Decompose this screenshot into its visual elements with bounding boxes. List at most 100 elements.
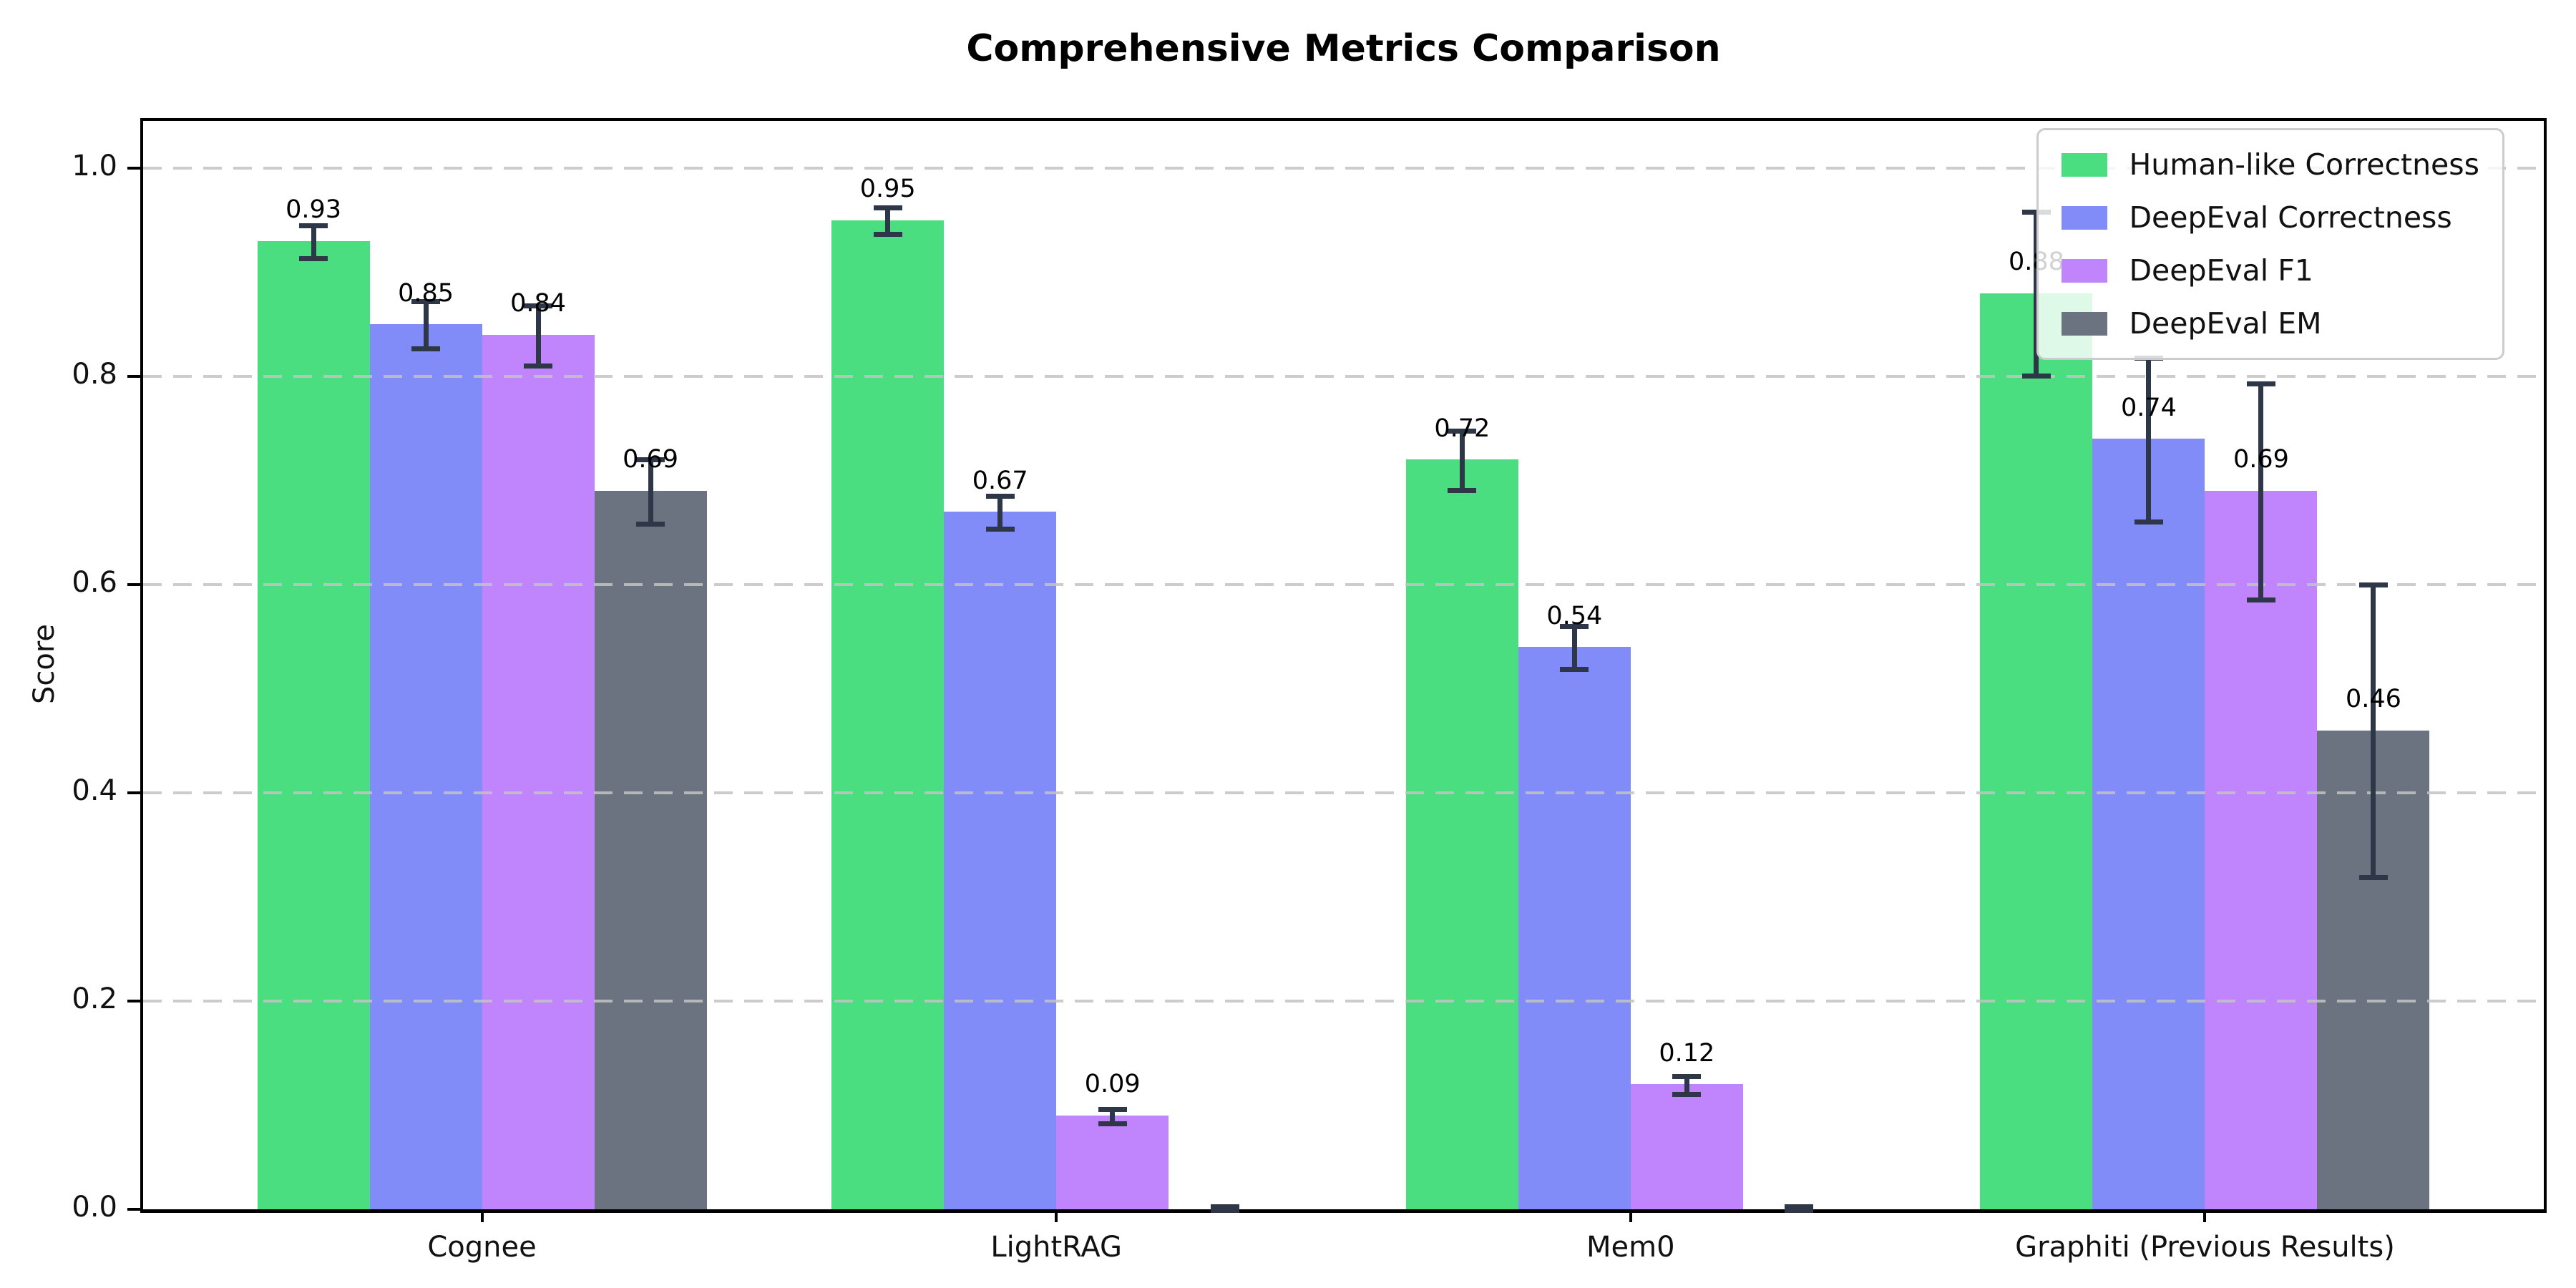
- error-bar-cap-top: [1098, 1107, 1127, 1113]
- legend-label: DeepEval EM: [2129, 306, 2322, 341]
- error-bar-cap-bottom: [2246, 597, 2275, 602]
- error-bar-cap-top: [1785, 1204, 1814, 1209]
- error-bar-cap-bottom: [1448, 488, 1477, 494]
- error-bar-cap-top: [299, 223, 328, 229]
- legend-label: DeepEval Correctness: [2129, 200, 2452, 235]
- error-bar-cap-top: [985, 494, 1015, 499]
- y-axis-tick: [127, 375, 140, 378]
- legend-item: DeepEval Correctness: [2062, 200, 2479, 235]
- y-tick-label: 0.8: [72, 358, 117, 391]
- bar: [831, 220, 945, 1209]
- value-label: 0.54: [1546, 601, 1603, 630]
- bar: [1056, 1116, 1169, 1209]
- legend-item: DeepEval EM: [2062, 306, 2479, 341]
- gridline: [143, 375, 2544, 378]
- chart-title: Comprehensive Metrics Comparison: [966, 27, 1721, 70]
- legend-item: DeepEval F1: [2062, 253, 2479, 288]
- error-bar: [2146, 357, 2152, 522]
- error-bar-cap-bottom: [299, 255, 328, 261]
- error-bar-cap-top: [2021, 210, 2051, 215]
- error-bar-cap-bottom: [1560, 667, 1589, 673]
- error-bar-cap-top: [873, 205, 902, 211]
- error-bar: [648, 459, 653, 525]
- value-label: 0.74: [2120, 393, 2177, 422]
- error-bar: [311, 225, 316, 259]
- gridline: [143, 1000, 2544, 1002]
- legend-swatch-icon: [2062, 258, 2108, 283]
- legend-swatch-icon: [2062, 152, 2108, 177]
- gridline: [143, 583, 2544, 586]
- bar: [1518, 647, 1631, 1209]
- x-axis-tick: [1055, 1209, 1058, 1222]
- y-axis-tick: [127, 1000, 140, 1002]
- x-tick-label: Cognee: [427, 1231, 537, 1264]
- error-bar-cap-bottom: [2021, 374, 2051, 379]
- error-bar-cap-bottom: [2134, 519, 2163, 525]
- bar: [2092, 439, 2205, 1209]
- error-bar-cap-bottom: [1210, 1208, 1239, 1213]
- legend-item: Human-like Correctness: [2062, 147, 2479, 182]
- bar: [257, 240, 370, 1209]
- y-tick-label: 0.0: [72, 1191, 117, 1224]
- error-bar-cap-bottom: [411, 346, 441, 352]
- y-axis-tick: [127, 791, 140, 794]
- y-tick-label: 0.6: [72, 566, 117, 599]
- error-bar: [2258, 384, 2264, 600]
- error-bar-cap-top: [2358, 582, 2388, 587]
- legend-swatch-icon: [2062, 205, 2108, 230]
- value-label: 0.95: [859, 175, 916, 204]
- error-bar: [2034, 212, 2039, 377]
- legend-swatch-icon: [2062, 311, 2108, 336]
- legend-label: DeepEval F1: [2129, 253, 2313, 288]
- bar: [944, 512, 1057, 1209]
- error-bar-cap-top: [1560, 624, 1589, 630]
- value-label: 0.67: [972, 466, 1028, 495]
- error-bar: [1110, 1109, 1116, 1124]
- error-bar: [997, 496, 1003, 530]
- bar: [2205, 491, 2318, 1209]
- error-bar-cap-bottom: [1785, 1208, 1814, 1213]
- value-label: 0.12: [1659, 1038, 1715, 1068]
- value-label: 0.09: [1084, 1070, 1141, 1099]
- error-bar-cap-bottom: [873, 232, 902, 238]
- error-bar-cap-top: [1210, 1204, 1239, 1209]
- value-label: 0.93: [286, 195, 342, 225]
- value-label: 0.69: [623, 445, 679, 474]
- x-axis-tick: [480, 1209, 484, 1222]
- bar: [594, 491, 707, 1209]
- value-label: 0.46: [2345, 685, 2401, 714]
- plot-area: [140, 118, 2547, 1213]
- y-tick-label: 0.4: [72, 774, 117, 807]
- legend-label: Human-like Correctness: [2129, 147, 2479, 182]
- bar: [482, 334, 595, 1209]
- gridline: [143, 791, 2544, 794]
- error-bar-cap-bottom: [524, 363, 553, 369]
- x-axis-tick: [1629, 1209, 1632, 1222]
- bar: [1980, 293, 2093, 1209]
- error-bar: [2371, 585, 2376, 879]
- value-label: 0.84: [510, 289, 567, 318]
- error-bar-cap-bottom: [1098, 1121, 1127, 1126]
- error-bar: [423, 301, 429, 350]
- x-tick-label: Graphiti (Previous Results): [2015, 1231, 2395, 1264]
- y-axis-tick: [127, 167, 140, 170]
- gridline: [143, 167, 2544, 170]
- legend: Human-like Correctness DeepEval Correctne…: [2036, 128, 2504, 361]
- error-bar-cap-bottom: [636, 521, 665, 527]
- value-label: 0.85: [398, 278, 454, 308]
- y-axis-tick: [127, 583, 140, 586]
- x-tick-label: Mem0: [1586, 1231, 1675, 1264]
- y-tick-label: 0.2: [72, 982, 117, 1015]
- y-axis-label: Score: [28, 623, 61, 704]
- bar: [1630, 1084, 1743, 1209]
- value-label: 0.72: [1434, 414, 1491, 443]
- bar: [369, 324, 482, 1209]
- error-bar: [1684, 1075, 1689, 1096]
- error-bar-cap-bottom: [1672, 1092, 1702, 1098]
- error-bar-cap-top: [636, 457, 665, 463]
- error-bar: [885, 208, 891, 235]
- bar: [1405, 459, 1518, 1209]
- error-bar-cap-top: [524, 303, 553, 309]
- error-bar: [535, 306, 541, 366]
